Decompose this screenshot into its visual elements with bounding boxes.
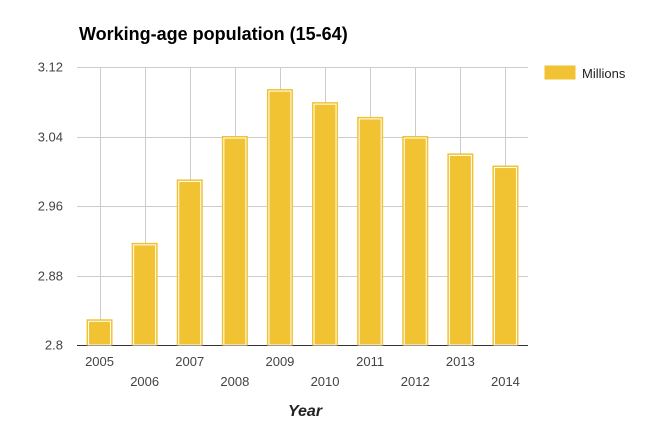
x-tick-label: 2009 (265, 354, 294, 369)
x-axis: 2005 2006 2007 2008 2009 2010 2011 2012 2013 2014 (85, 354, 520, 389)
bar-inner-border (223, 137, 247, 346)
bar-inner-border (178, 180, 202, 346)
x-tick-label: 2014 (491, 374, 520, 389)
bar-inner-border (358, 118, 382, 346)
bar-2010 (312, 102, 339, 346)
bar-inner-border (313, 103, 337, 346)
bar-2008 (221, 136, 248, 346)
bar-2014 (492, 165, 519, 346)
x-tick-label: 2005 (85, 354, 114, 369)
bar-2011 (357, 116, 384, 346)
bar-2013 (447, 153, 474, 346)
y-axis: 3.12 3.04 2.96 2.88 2.8 (38, 60, 63, 353)
y-tick-label: 3.04 (38, 130, 63, 145)
bar-inner-border (133, 244, 157, 346)
x-tick-label: 2007 (175, 354, 204, 369)
bar-inner-border (403, 137, 427, 346)
bar-inner-border (88, 320, 112, 346)
x-tick-label: 2012 (401, 374, 430, 389)
x-axis-title: Year (288, 403, 323, 420)
x-tick-label: 2008 (220, 374, 249, 389)
x-tick-label: 2010 (311, 374, 340, 389)
bar-2009 (266, 89, 293, 346)
y-tick-label: 2.96 (38, 199, 63, 214)
x-tick-label: 2011 (356, 354, 384, 369)
legend-label-millions: Millions (582, 66, 626, 81)
legend: Millions (544, 65, 626, 81)
bar-inner-border (493, 167, 517, 346)
bar-2005 (86, 319, 113, 346)
legend-swatch-millions (544, 65, 576, 80)
bars (86, 89, 519, 346)
bar-2007 (176, 179, 203, 346)
x-tick-label: 2013 (446, 354, 475, 369)
y-tick-label: 3.12 (38, 60, 63, 75)
bar-inner-border (268, 90, 292, 346)
x-tick-label: 2006 (130, 374, 159, 389)
chart-title: Working-age population (15-64) (79, 24, 348, 44)
bar-2006 (131, 242, 158, 346)
bar-inner-border (448, 154, 472, 346)
bar-2012 (402, 136, 429, 346)
y-tick-label: 2.88 (38, 269, 63, 284)
y-tick-label: 2.8 (45, 338, 63, 353)
